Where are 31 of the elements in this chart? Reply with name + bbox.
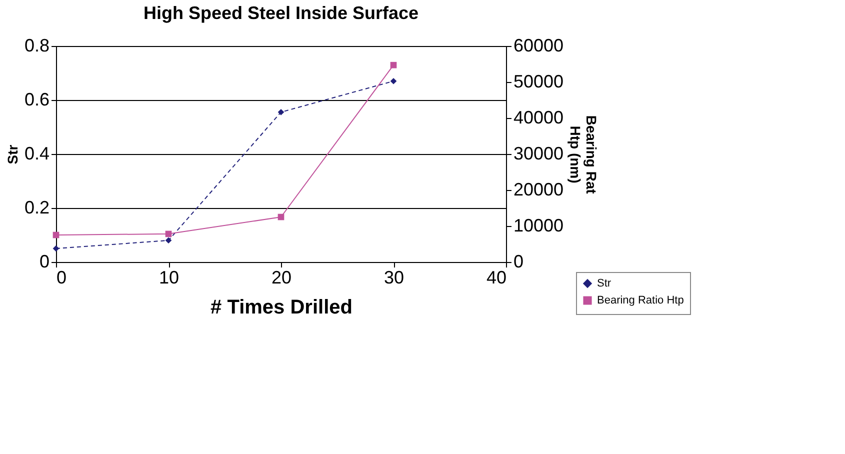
y-tick-label: 0.6 <box>24 90 50 110</box>
chart-title: High Speed Steel Inside Surface <box>143 3 419 23</box>
y2-axis-title: Bearing Rat Htp (nm) <box>568 115 600 194</box>
point <box>52 232 60 238</box>
y-tick-label: 0.4 <box>24 144 50 164</box>
x-tick-label: 10 <box>158 268 180 288</box>
y2-tick-label: 20000 <box>514 180 564 200</box>
x-tick-label: 30 <box>384 268 404 288</box>
point <box>390 78 397 84</box>
point <box>390 62 397 68</box>
point <box>165 230 172 238</box>
point <box>165 237 172 244</box>
legend-label: Bearing Ratio Htp <box>597 294 684 306</box>
legend-label: Str <box>597 278 612 290</box>
x-axis-title: # Times Drilled <box>210 296 352 318</box>
y2-tick-label: 40000 <box>514 108 564 128</box>
y-tick-label: 0.2 <box>24 198 50 218</box>
x-tick-label: 20 <box>271 268 292 288</box>
y2-tick-label: 50000 <box>514 72 564 92</box>
point <box>278 108 284 116</box>
y2-tick-label: 30000 <box>514 144 564 164</box>
y-tick-label: 0 <box>39 252 50 272</box>
y2-tick-label: 60000 <box>514 36 564 56</box>
y2-tick-label: 10000 <box>514 216 564 236</box>
point <box>52 245 60 252</box>
x-tick-label: 40 <box>486 268 506 288</box>
y-tick-label: 0.8 <box>24 36 50 56</box>
point <box>278 214 284 220</box>
y2-tick-label: 0 <box>514 252 524 272</box>
y-axis-title: Str <box>4 144 20 164</box>
x-tick-label: 0 <box>56 268 67 288</box>
